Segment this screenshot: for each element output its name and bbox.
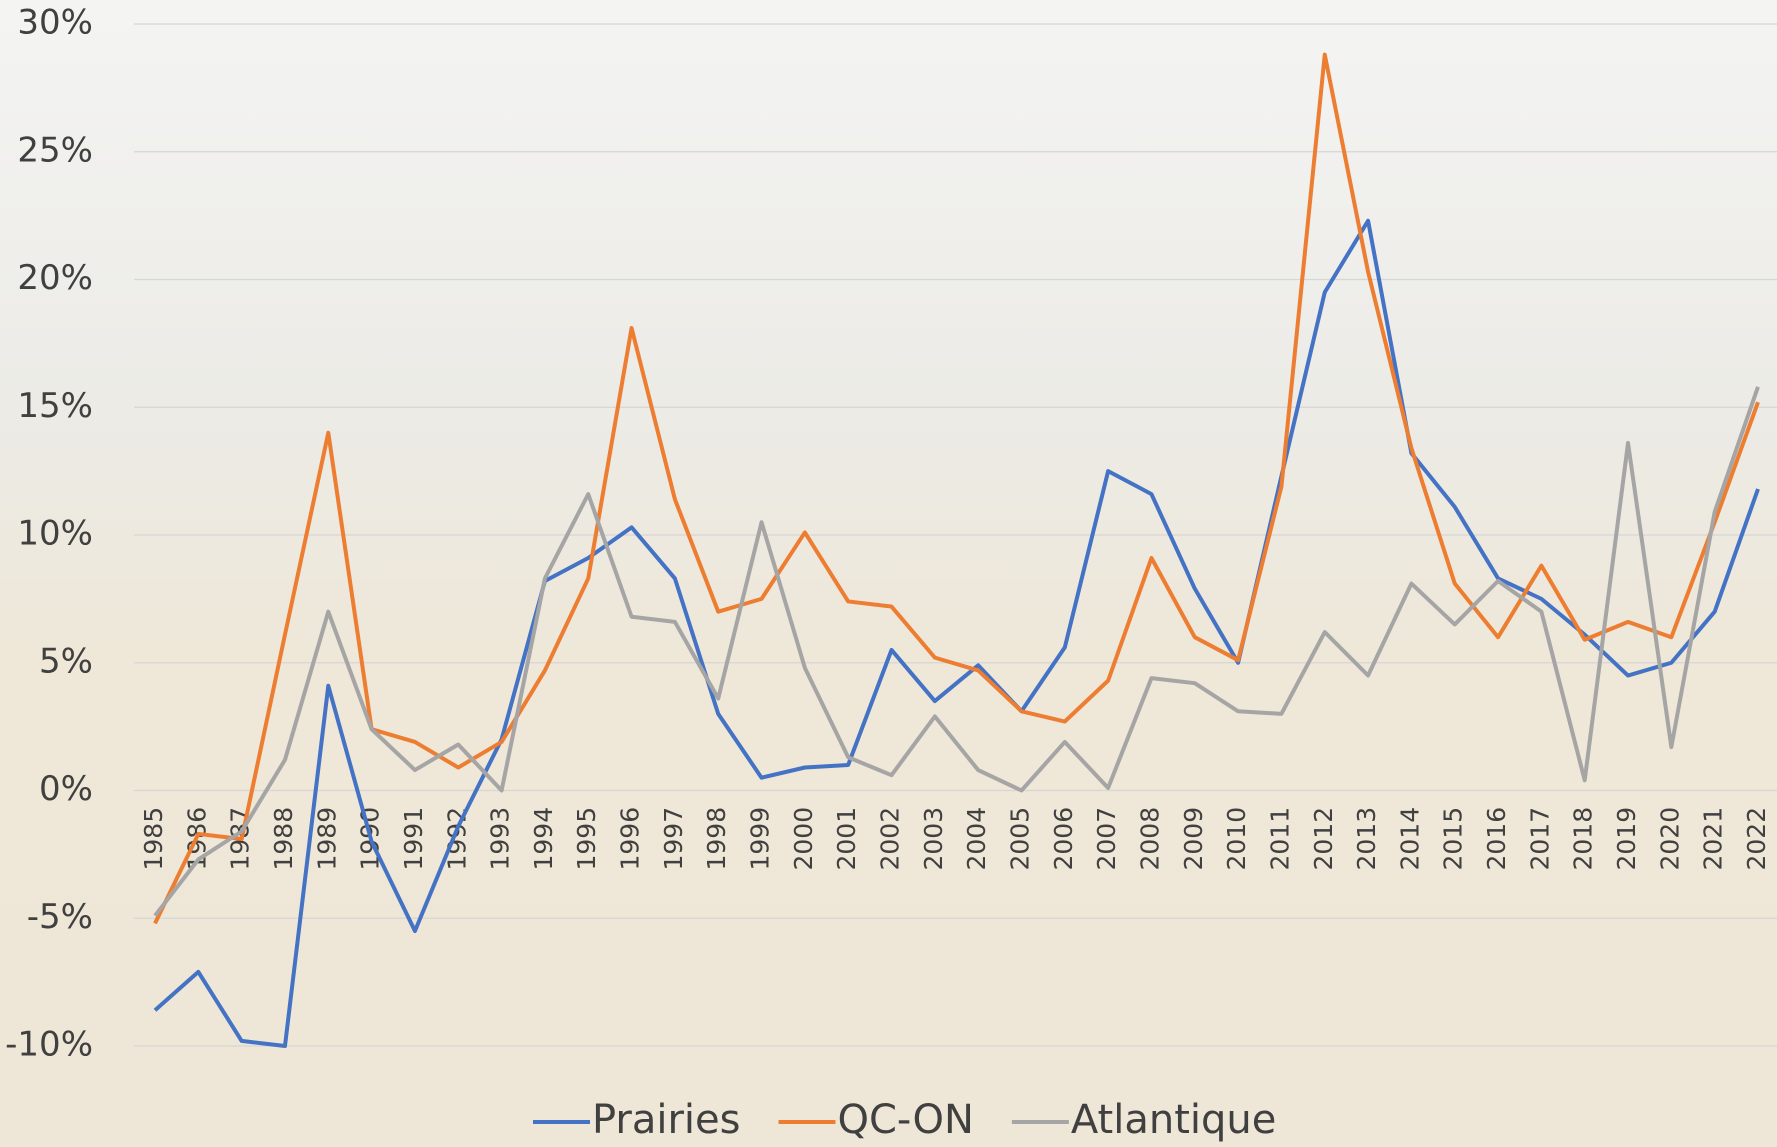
- chart: -10%-5%0%5%10%15%20%25%30%19851986198719…: [0, 0, 1777, 1147]
- x-tick-label: 1993: [486, 807, 515, 871]
- x-tick-label: 2007: [1092, 807, 1121, 871]
- x-tick-label: 2018: [1569, 807, 1598, 871]
- x-tick-label: 2014: [1395, 807, 1424, 871]
- x-tick-label: 2019: [1612, 807, 1641, 871]
- legend-label: QC-ON: [838, 1097, 974, 1143]
- y-tick-label: 5%: [39, 641, 93, 681]
- x-tick-label: 1999: [746, 807, 775, 871]
- y-tick-label: 0%: [39, 769, 93, 809]
- x-tick-label: 2002: [876, 807, 905, 871]
- x-tick-label: 2006: [1049, 807, 1078, 871]
- y-tick-label: -5%: [27, 897, 93, 937]
- y-tick-label: 10%: [17, 514, 93, 554]
- x-tick-label: 1992: [442, 807, 471, 871]
- x-tick-label: 2022: [1742, 807, 1771, 871]
- legend-label: Atlantique: [1071, 1097, 1276, 1143]
- x-tick-label: 2013: [1352, 807, 1381, 871]
- y-tick-label: 30%: [17, 3, 93, 43]
- x-tick-label: 1995: [572, 807, 601, 871]
- x-tick-label: 1988: [269, 807, 298, 871]
- x-tick-label: 1998: [702, 807, 731, 871]
- x-tick-label: 1997: [659, 807, 688, 871]
- x-tick-label: 1994: [529, 807, 558, 871]
- x-tick-label: 2000: [789, 807, 818, 871]
- x-tick-label: 2001: [832, 807, 861, 871]
- y-tick-label: 20%: [17, 258, 93, 298]
- x-tick-label: 2004: [962, 807, 991, 871]
- x-tick-label: 2021: [1699, 807, 1728, 871]
- x-tick-label: 2011: [1265, 807, 1294, 871]
- x-tick-label: 2003: [919, 807, 948, 871]
- legend-label: Prairies: [592, 1097, 741, 1143]
- y-tick-label: 15%: [17, 386, 93, 426]
- x-tick-label: 2012: [1309, 807, 1338, 871]
- x-tick-label: 1989: [312, 807, 341, 871]
- x-tick-label: 2008: [1135, 807, 1164, 871]
- x-tick-label: 2016: [1482, 807, 1511, 871]
- x-tick-label: 2015: [1439, 807, 1468, 871]
- y-tick-label: -10%: [5, 1025, 93, 1065]
- x-tick-label: 2005: [1005, 807, 1034, 871]
- x-tick-label: 1991: [399, 807, 428, 871]
- background: [0, 0, 1777, 1147]
- x-tick-label: 2017: [1525, 807, 1554, 871]
- x-tick-label: 2020: [1655, 807, 1684, 871]
- x-tick-label: 1996: [616, 807, 645, 871]
- y-tick-label: 25%: [17, 130, 93, 170]
- x-tick-label: 1985: [139, 807, 168, 871]
- x-tick-label: 2010: [1222, 807, 1251, 871]
- x-tick-label: 2009: [1179, 807, 1208, 871]
